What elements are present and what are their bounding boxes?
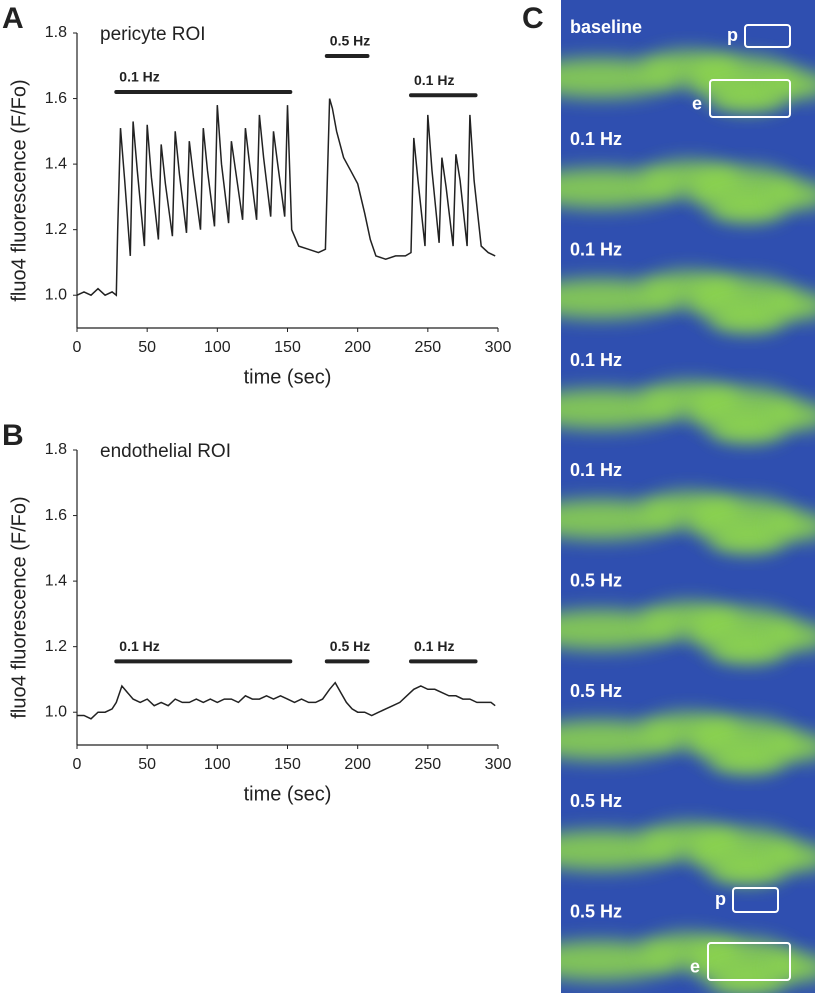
y-tick-label: 1.4	[45, 155, 67, 172]
x-tick-label: 150	[274, 756, 301, 773]
chart-title: endothelial ROI	[100, 441, 231, 462]
x-tick-label: 100	[204, 339, 231, 356]
cell-fluorescence	[710, 635, 786, 664]
y-tick-label: 1.6	[45, 507, 67, 524]
roi-label: e	[692, 93, 702, 113]
roi-label: e	[690, 956, 700, 976]
x-tick-label: 300	[485, 756, 512, 773]
frame-label: 0.5 Hz	[570, 901, 622, 921]
y-tick-label: 1.6	[45, 90, 67, 107]
cell-fluorescence	[770, 402, 815, 430]
frame-label: 0.1 Hz	[570, 129, 622, 149]
roi-box	[744, 24, 791, 48]
cell-fluorescence	[770, 622, 815, 651]
x-tick-label: 50	[138, 339, 156, 356]
x-tick-label: 50	[138, 756, 156, 773]
x-tick-label: 200	[344, 339, 371, 356]
cell-fluorescence	[710, 304, 786, 333]
x-tick-label: 250	[414, 339, 441, 356]
cell-fluorescence	[770, 953, 815, 982]
x-tick-label: 100	[204, 756, 231, 773]
x-axis-label: time (sec)	[244, 366, 332, 388]
y-axis-label: fluo4 fluorescence (F/Fo)	[8, 79, 30, 301]
panel-label: C	[522, 2, 544, 35]
cell-fluorescence	[710, 856, 786, 885]
roi-box	[707, 942, 791, 981]
x-tick-label: 300	[485, 339, 512, 356]
cell-fluorescence	[710, 194, 786, 223]
panel-label: B	[2, 419, 24, 452]
cell-fluorescence	[710, 746, 786, 774]
frame-label: 0.1 Hz	[570, 350, 622, 370]
trace	[76, 98, 496, 297]
y-axis-label: fluo4 fluorescence (F/Fo)	[8, 496, 30, 718]
frame-label: 0.1 Hz	[570, 460, 622, 480]
cell-fluorescence	[770, 181, 815, 210]
cell-fluorescence	[770, 843, 815, 872]
roi-label: p	[715, 889, 726, 909]
stimulus-label: 0.5 Hz	[330, 638, 370, 654]
frame-label: baseline	[570, 17, 642, 37]
y-tick-label: 1.0	[45, 703, 67, 720]
panel-label: A	[2, 2, 24, 35]
roi-label: p	[727, 25, 738, 45]
cell-fluorescence	[770, 733, 815, 761]
x-tick-label: 0	[73, 756, 82, 773]
trace	[77, 681, 496, 720]
y-tick-label: 1.2	[45, 221, 67, 238]
y-tick-label: 1.8	[45, 441, 67, 458]
stimulus-label: 0.1 Hz	[414, 72, 454, 88]
frame-label: 0.1 Hz	[570, 239, 622, 259]
x-tick-label: 250	[414, 756, 441, 773]
y-tick-label: 1.4	[45, 572, 67, 589]
stimulus-label: 0.1 Hz	[119, 638, 159, 654]
cell-fluorescence	[770, 71, 815, 99]
y-tick-label: 1.0	[45, 286, 67, 303]
y-tick-label: 1.2	[45, 638, 67, 655]
frame-label: 0.5 Hz	[570, 681, 622, 701]
roi-box	[709, 79, 791, 118]
roi-box	[732, 887, 779, 913]
stimulus-label: 0.5 Hz	[330, 33, 370, 49]
cell-fluorescence	[710, 525, 786, 554]
frame-label: 0.5 Hz	[570, 570, 622, 590]
y-tick-label: 1.8	[45, 24, 67, 41]
image-panel: baseline 0.1 Hz 0.1 Hz 0.1 Hz 0.1 Hz 0.5 Hz 0.…	[561, 0, 815, 993]
cell-fluorescence	[710, 84, 786, 112]
cell-fluorescence	[770, 291, 815, 320]
x-axis-label: time (sec)	[244, 783, 332, 805]
stimulus-label: 0.1 Hz	[414, 638, 454, 654]
stimulus-label: 0.1 Hz	[119, 69, 159, 85]
cell-fluorescence	[710, 415, 786, 443]
cell-fluorescence	[770, 512, 815, 541]
chart-title: pericyte ROI	[100, 24, 206, 45]
frame-label: 0.5 Hz	[570, 791, 622, 811]
x-tick-label: 150	[274, 339, 301, 356]
x-tick-label: 0	[73, 339, 82, 356]
x-tick-label: 200	[344, 756, 371, 773]
